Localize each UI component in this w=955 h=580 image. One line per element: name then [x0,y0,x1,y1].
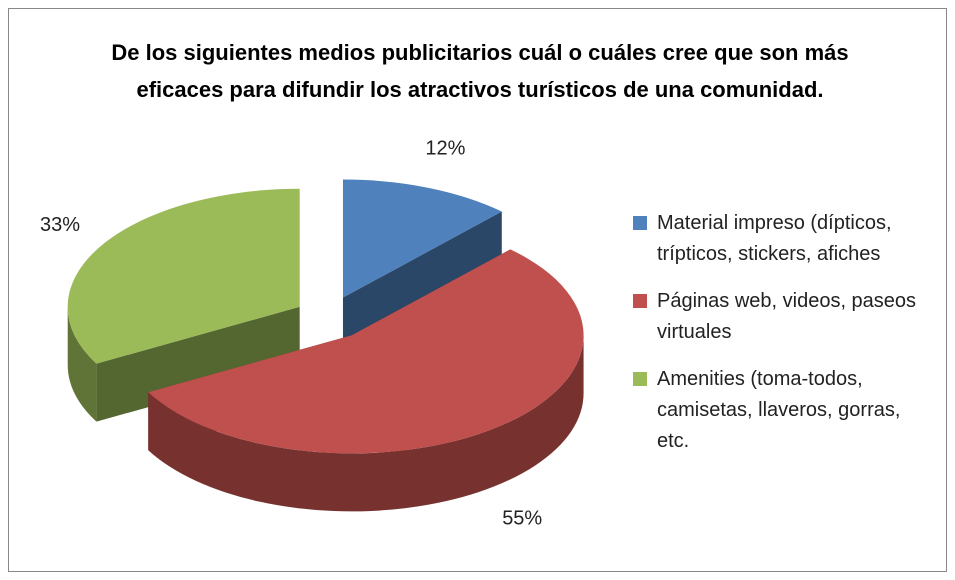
legend-swatch [633,294,647,308]
data-label: 55% [502,508,542,530]
slice [342,179,502,298]
slice [67,188,300,364]
legend-label: Páginas web, videos, paseos virtuales [657,290,917,343]
slice-side [148,335,584,512]
slice [148,249,584,454]
legend-entry: Amenities (toma-todos, camisetas, llaver… [630,364,930,457]
legend: Material impreso (dípticos, trípticos, s… [630,208,930,473]
legend-label: Amenities (toma-todos, camisetas, llaver… [657,368,901,452]
legend-swatch [633,216,647,230]
chart-title: De los siguientes medios publicitarios c… [111,40,849,102]
slice-side [67,306,97,422]
legend-entry: Material impreso (dípticos, trípticos, s… [630,208,930,270]
data-label: 12% [425,138,465,160]
legend-label: Material impreso (dípticos, trípticos, s… [657,212,892,265]
legend-swatch [633,372,647,386]
slice-side [96,306,300,422]
legend-entry: Páginas web, videos, paseos virtuales [630,286,930,348]
data-label: 33% [40,214,80,236]
